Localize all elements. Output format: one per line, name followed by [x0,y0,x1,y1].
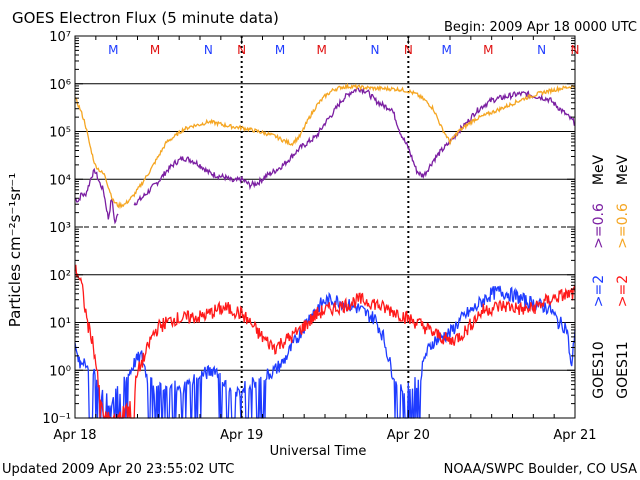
x-tick-label: Apr 19 [220,428,263,443]
y-tick-label: 10⁰ [49,364,71,379]
x-tick-label: Apr 18 [53,428,96,443]
series-line-3 [74,264,576,420]
series-line-2 [74,285,576,419]
y-axis-title: Particles cm⁻²s⁻¹sr⁻¹ [6,173,24,327]
y-tick-label: 10³ [49,221,71,236]
y-tick-label: 10⁻¹ [42,412,71,427]
legend-goes11-low-label: >=2 [615,275,631,307]
legend-goes10-low-label: >=2 [591,275,607,307]
footer-agency: NOAA/SWPC Boulder, CO USA [444,462,637,477]
y-tick-label: 10⁶ [49,78,71,93]
chart-title: GOES Electron Flux (5 minute data) [12,9,279,27]
series-line-1 [74,82,576,210]
marker-n: N [571,43,580,57]
begin-label: Begin: 2009 Apr 18 0000 UTC [444,20,637,35]
legend-goes10-high-label: >=0.6 [591,203,607,249]
legend-goes11-high-label: >=0.6 [615,203,631,249]
x-tick-label: Apr 21 [553,428,596,443]
marker-m: M [316,43,326,57]
marker-m: M [150,43,160,57]
y-tick-label: 10⁵ [49,126,71,141]
marker-m: M [275,43,285,57]
x-axis-title: Universal Time [270,444,367,459]
footer-updated: Updated 2009 Apr 20 23:55:02 UTC [2,462,234,477]
x-tick-label: Apr 20 [387,428,430,443]
series-line-0 [74,86,576,225]
marker-n: N [404,43,413,57]
legend: GOES10 >=2 >=0.6 MeV GOES11 >=2 >=0.6 Me… [591,154,631,398]
y-tick-label: 10⁷ [49,30,71,45]
y-tick-label: 10⁴ [49,173,71,188]
legend-goes11-label: GOES11 [615,341,631,398]
plot-area: 10⁻¹ 10⁰ 10¹ 10² 10³ 10⁴ 10⁵ 10⁶ 10⁷ Apr 18 Apr 19… [42,30,596,443]
y-tick-label: 10² [49,269,71,284]
legend-goes10-label: GOES10 [591,341,607,398]
legend-goes11-unit: MeV [615,154,631,185]
marker-n: N [204,43,213,57]
marker-n: N [371,43,380,57]
legend-goes10-unit: MeV [591,154,607,185]
marker-m: M [108,43,118,57]
marker-m: M [483,43,493,57]
marker-n: N [537,43,546,57]
marker-n: N [237,43,246,57]
y-tick-label: 10¹ [49,317,71,332]
marker-m: M [441,43,451,57]
